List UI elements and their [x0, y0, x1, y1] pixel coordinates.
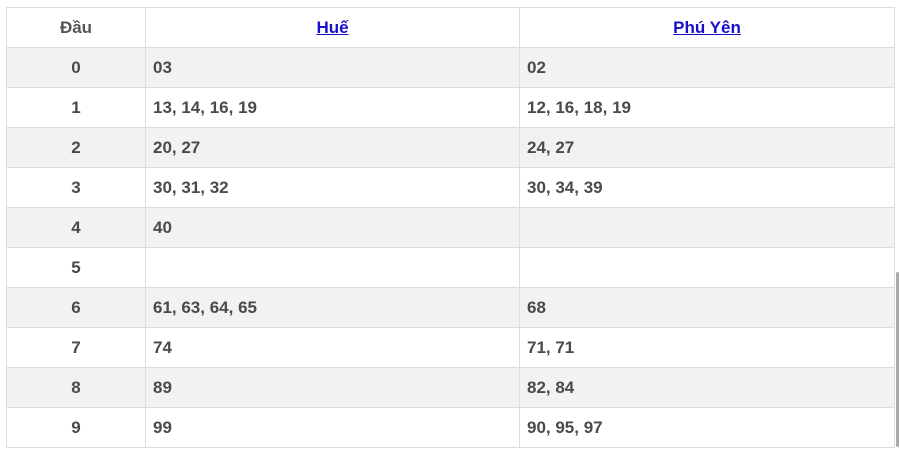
hue-cell: 89 — [145, 367, 520, 408]
phu-yen-cell: 30, 34, 39 — [519, 167, 895, 208]
table-row: 6 61, 63, 64, 65 68 — [6, 287, 895, 328]
results-table: Đầu Huế Phú Yên 0 03 02 1 13, 14, 16, 19 12, … — [6, 7, 895, 448]
header-dau: Đầu — [6, 7, 146, 48]
scrollbar-thumb[interactable] — [896, 272, 899, 447]
phu-yen-cell: 71, 71 — [519, 327, 895, 368]
phu-yen-cell — [519, 247, 895, 288]
hue-cell: 74 — [145, 327, 520, 368]
hue-cell: 99 — [145, 407, 520, 448]
table-row: 4 40 — [6, 207, 895, 248]
dau-cell: 5 — [6, 247, 146, 288]
header-hue: Huế — [145, 7, 520, 48]
phu-yen-cell: 02 — [519, 47, 895, 88]
dau-cell: 2 — [6, 127, 146, 168]
phu-yen-cell: 82, 84 — [519, 367, 895, 408]
hue-cell — [145, 247, 520, 288]
hue-cell: 13, 14, 16, 19 — [145, 87, 520, 128]
table-row: 3 30, 31, 32 30, 34, 39 — [6, 167, 895, 208]
dau-cell: 3 — [6, 167, 146, 208]
table-row: 0 03 02 — [6, 47, 895, 88]
phu-yen-cell: 12, 16, 18, 19 — [519, 87, 895, 128]
hue-cell: 40 — [145, 207, 520, 248]
hue-cell: 20, 27 — [145, 127, 520, 168]
header-phu-yen: Phú Yên — [519, 7, 895, 48]
dau-cell: 7 — [6, 327, 146, 368]
phu-yen-cell — [519, 207, 895, 248]
dau-cell: 0 — [6, 47, 146, 88]
hue-cell: 03 — [145, 47, 520, 88]
table-row: 2 20, 27 24, 27 — [6, 127, 895, 168]
dau-cell: 6 — [6, 287, 146, 328]
phu-yen-cell: 68 — [519, 287, 895, 328]
dau-cell: 4 — [6, 207, 146, 248]
phu-yen-link[interactable]: Phú Yên — [673, 17, 741, 37]
phu-yen-cell: 90, 95, 97 — [519, 407, 895, 448]
table-row: 7 74 71, 71 — [6, 327, 895, 368]
table-row: 9 99 90, 95, 97 — [6, 407, 895, 448]
hue-cell: 61, 63, 64, 65 — [145, 287, 520, 328]
hue-cell: 30, 31, 32 — [145, 167, 520, 208]
phu-yen-cell: 24, 27 — [519, 127, 895, 168]
dau-cell: 9 — [6, 407, 146, 448]
table-row: 5 — [6, 247, 895, 288]
dau-cell: 8 — [6, 367, 146, 408]
header-row: Đầu Huế Phú Yên — [6, 7, 895, 48]
dau-cell: 1 — [6, 87, 146, 128]
table-row: 8 89 82, 84 — [6, 367, 895, 408]
hue-link[interactable]: Huế — [316, 17, 349, 37]
table-row: 1 13, 14, 16, 19 12, 16, 18, 19 — [6, 87, 895, 128]
